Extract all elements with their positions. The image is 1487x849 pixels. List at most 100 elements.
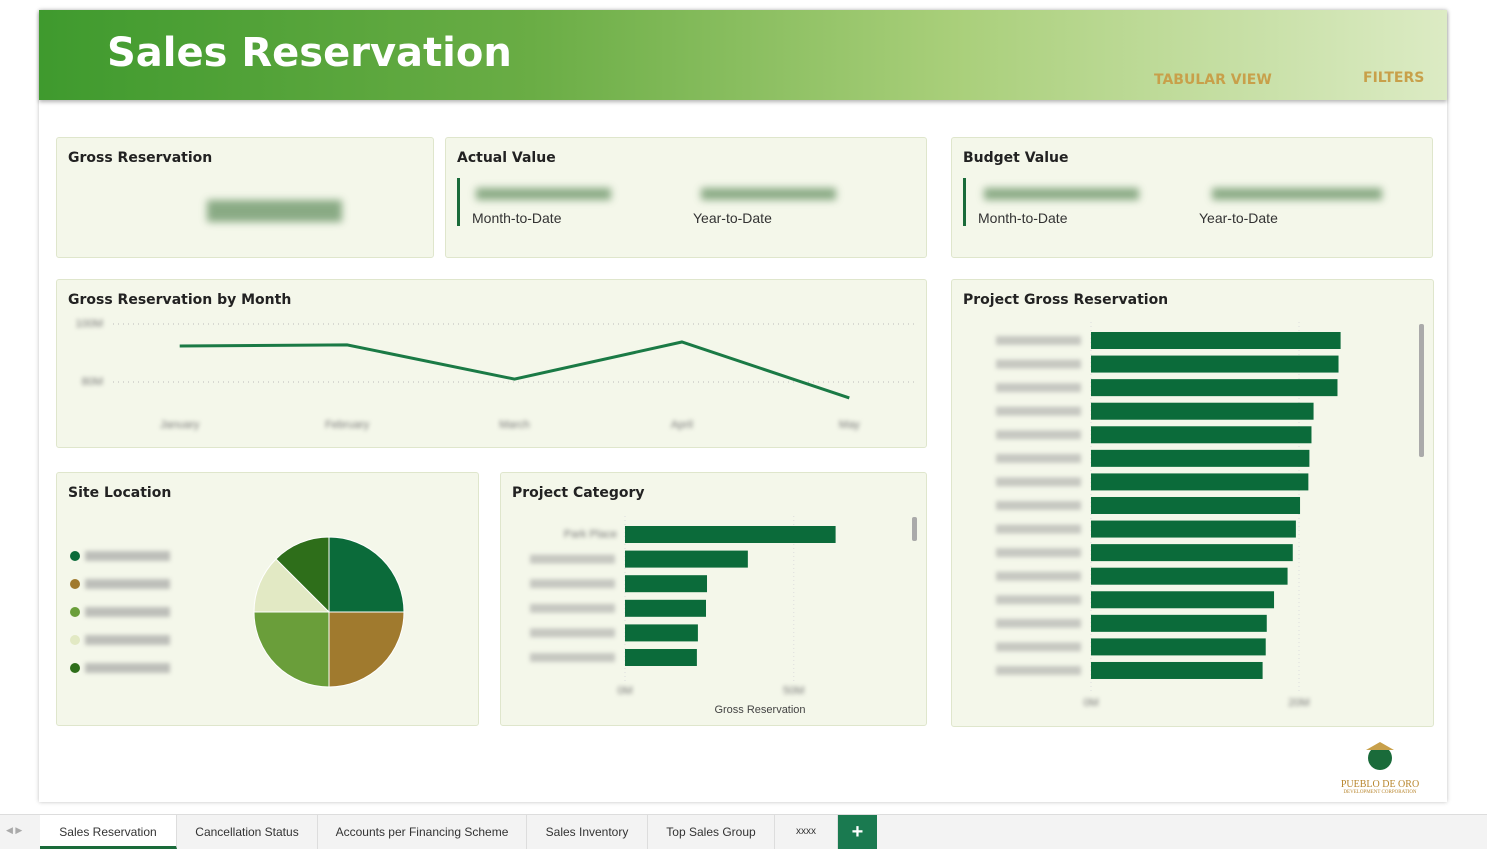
add-tab[interactable]: + (838, 815, 877, 849)
bar (625, 624, 698, 642)
tab[interactable]: Accounts per Financing Scheme (318, 815, 527, 849)
tab[interactable]: Cancellation Status (177, 815, 318, 849)
category-blur (996, 618, 1081, 628)
category-blur (996, 665, 1081, 675)
bar (1091, 332, 1341, 349)
logo-icon (1366, 742, 1394, 770)
category-blur (996, 336, 1081, 345)
bar-chart: 0M 20M (996, 322, 1424, 709)
category-blur (996, 406, 1081, 416)
card: Actual Value Month-to-Date Year-to-Date (445, 137, 927, 258)
bar (1091, 449, 1310, 467)
category-blur (996, 430, 1081, 440)
pie-slice (328, 611, 405, 688)
bar (625, 649, 697, 666)
chart-title: Site Location (68, 485, 172, 501)
category-blur (996, 383, 1081, 393)
legend-text-blur (85, 551, 170, 561)
tab[interactable]: xxxx (775, 815, 838, 849)
pie-slice (275, 536, 330, 614)
x-axis-title: Gross Reservation (714, 704, 805, 716)
kpi-label: Month-to-Date (472, 210, 562, 226)
category-blur (996, 642, 1081, 652)
kpi-label: Year-to-Date (1199, 210, 1278, 226)
logo: PUEBLO DE ORO DEVELOPMENT CORPORATION (1330, 740, 1430, 795)
legend-swatch (70, 551, 80, 561)
bar (1091, 426, 1312, 444)
category-blur (530, 653, 615, 662)
category-blur (530, 628, 615, 638)
bar (625, 575, 708, 593)
card-title: Actual Value (457, 150, 556, 166)
line-series (179, 340, 850, 400)
bar-chart: 0M 50M Park Place Gross Reservation (530, 516, 917, 716)
bar (1091, 591, 1275, 609)
chart-title: Project Gross Reservation (963, 292, 1169, 308)
kpi-label: Month-to-Date (978, 210, 1068, 226)
header: Sales Reservation TABULAR VIEW FILTERS (39, 10, 1447, 100)
bar (625, 550, 748, 568)
tab-bar: ◀ ▶ Sales Reservation Cancellation Statu… (0, 814, 1487, 849)
x-tick-label: 0M (617, 685, 632, 697)
category-blur (996, 548, 1081, 558)
bar-panel: 0M 20M Project Gross Reservation (951, 279, 1434, 727)
bar (625, 526, 836, 543)
filters-link[interactable]: FILTERS (1363, 70, 1425, 86)
x-tick-label: May (839, 419, 860, 431)
pie-slice (328, 536, 405, 613)
bar (1091, 496, 1301, 514)
chart-title: Gross Reservation by Month (68, 292, 292, 308)
x-tick-label: March (499, 419, 530, 431)
card-title: Gross Reservation (68, 150, 213, 166)
pie-slice (253, 611, 330, 688)
tab[interactable]: Top Sales Group (648, 815, 775, 849)
card: Budget Value Month-to-Date Year-to-Date (951, 137, 1433, 258)
line-panel: 80M 100M January February March April May Gros… (56, 279, 927, 448)
line-chart: 80M 100M January February March April May (75, 318, 917, 431)
legend-text-blur (85, 635, 170, 645)
card: Gross Reservation (56, 137, 434, 258)
x-tick-label: February (325, 419, 370, 431)
x-tick-label: January (160, 419, 200, 431)
x-tick-label: 50M (783, 685, 804, 697)
pie-slice (253, 558, 331, 613)
pie-chart (70, 536, 405, 688)
tabular-view-link[interactable]: TABULAR VIEW (1154, 72, 1272, 88)
legend-swatch (70, 635, 80, 645)
legend-swatch (70, 663, 80, 673)
category-blur (530, 603, 615, 613)
logo-name: PUEBLO DE ORO (1340, 779, 1420, 790)
category-blur (996, 571, 1081, 581)
x-tick-label: 20M (1288, 697, 1309, 709)
x-tick-label: 0M (1083, 697, 1098, 709)
tab[interactable]: Sales Inventory (527, 815, 648, 849)
category-blur (996, 453, 1081, 463)
bar-panel: 0M 50M Park Place Gross Reservation Project… (500, 472, 927, 726)
category-blur (996, 500, 1081, 510)
category-blur (996, 595, 1081, 605)
bar (1091, 661, 1263, 679)
x-tick-label: April (671, 419, 693, 431)
bar (1091, 402, 1314, 420)
kpi-label: Year-to-Date (693, 210, 772, 226)
legend-swatch (70, 579, 80, 589)
bar (1091, 614, 1267, 632)
category-blur (530, 554, 615, 564)
logo-tagline: DEVELOPMENT CORPORATION (1343, 790, 1417, 795)
y-tick-label: Park Place (564, 528, 617, 540)
chart-title: Project Category (512, 485, 645, 501)
bar (1091, 520, 1296, 538)
tab[interactable]: Sales Reservation (40, 815, 177, 849)
y-tick-label: 100M (75, 318, 103, 330)
y-tick-label: 80M (82, 376, 103, 388)
legend-text-blur (85, 663, 170, 673)
category-blur (996, 477, 1081, 487)
page-title: Sales Reservation (107, 30, 512, 76)
bar (1091, 355, 1339, 373)
scrollbar (912, 517, 917, 541)
category-blur (530, 579, 615, 589)
scrollbar (1419, 324, 1424, 457)
legend-swatch (70, 607, 80, 617)
category-blur (996, 524, 1081, 534)
